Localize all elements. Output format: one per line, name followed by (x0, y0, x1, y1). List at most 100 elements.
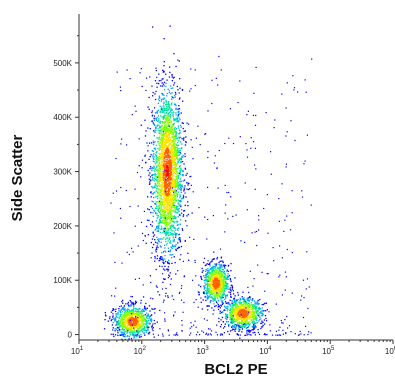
event-dot (173, 238, 175, 241)
event-dot (172, 151, 174, 154)
event-dot (167, 209, 169, 212)
event-dot (262, 321, 264, 323)
event-dot (225, 279, 227, 281)
event-dot (230, 308, 232, 310)
event-dot (128, 315, 131, 317)
event-dot (163, 38, 165, 40)
event-dot (159, 127, 161, 129)
event-dot (149, 172, 151, 174)
event-dot (175, 177, 177, 179)
event-dot (244, 317, 247, 319)
event-dot (151, 207, 154, 209)
event-dot (214, 292, 216, 294)
event-dot (172, 209, 174, 212)
event-dot (235, 310, 237, 313)
event-dot (181, 143, 183, 145)
event-dot (178, 144, 180, 146)
event-dot (155, 211, 157, 214)
event-dot (244, 323, 246, 325)
event-dot (224, 294, 227, 296)
event-dot (169, 125, 171, 127)
event-dot (244, 310, 247, 312)
event-dot (216, 270, 219, 272)
event-dot (178, 136, 181, 139)
event-dot (117, 322, 119, 324)
event-dot (172, 178, 174, 180)
event-dot (206, 282, 208, 284)
event-dot (160, 180, 162, 182)
event-dot (204, 276, 206, 278)
event-dot (165, 124, 167, 126)
event-dot (178, 191, 180, 193)
event-dot (171, 201, 173, 203)
event-dot (130, 337, 133, 340)
event-dot (158, 129, 160, 131)
event-dot (171, 133, 173, 135)
event-dot (176, 181, 178, 183)
event-dot (162, 214, 164, 216)
event-dot (163, 154, 165, 156)
event-dot (152, 122, 154, 124)
event-dot (220, 260, 222, 262)
event-dot (218, 287, 220, 289)
event-dot (148, 181, 151, 183)
event-dot (230, 321, 232, 323)
event-dot (246, 310, 248, 312)
event-dot (171, 137, 173, 139)
event-dot (180, 200, 182, 203)
event-dot (212, 271, 214, 273)
event-dot (247, 314, 249, 316)
event-dot (140, 124, 142, 126)
event-dot (175, 168, 178, 170)
event-dot (245, 321, 248, 323)
event-dot (201, 278, 203, 281)
event-dot (167, 229, 170, 231)
event-dot (234, 320, 237, 322)
event-dot (160, 221, 162, 223)
event-dot (257, 299, 259, 302)
event-dot (237, 312, 239, 314)
event-dot (173, 152, 175, 154)
event-dot (253, 306, 255, 308)
event-dot (159, 105, 161, 107)
event-dot (165, 200, 167, 202)
event-dot (176, 137, 178, 139)
event-dot (168, 103, 170, 105)
event-dot (232, 326, 234, 328)
event-dot (219, 272, 221, 274)
event-dot (169, 136, 171, 139)
event-dot (164, 188, 167, 190)
event-dot (245, 311, 247, 313)
event-dot (163, 156, 165, 158)
event-dot (232, 321, 235, 324)
event-dot (226, 321, 228, 323)
event-dot (218, 283, 221, 285)
event-dot (161, 212, 163, 214)
event-dot (162, 93, 164, 95)
event-dot (168, 161, 171, 163)
event-dot (213, 303, 215, 305)
event-dot (158, 176, 161, 178)
event-dot (164, 232, 166, 234)
event-dot (166, 188, 168, 190)
event-dot (154, 124, 156, 127)
event-dot (165, 112, 168, 114)
event-dot (157, 230, 159, 233)
event-dot (167, 211, 170, 213)
event-dot (164, 160, 166, 163)
event-dot (249, 312, 252, 314)
event-dot (175, 114, 177, 116)
event-dot (157, 168, 159, 170)
event-dot (124, 336, 126, 338)
event-dot (163, 112, 166, 114)
event-dot (154, 98, 157, 101)
event-dot (172, 143, 174, 146)
event-dot (158, 144, 160, 146)
event-dot (173, 207, 175, 209)
event-dot (203, 261, 205, 264)
event-dot (229, 308, 232, 310)
event-dot (244, 305, 247, 307)
event-dot (249, 316, 251, 318)
event-dot (246, 330, 248, 332)
event-dot (161, 151, 164, 153)
